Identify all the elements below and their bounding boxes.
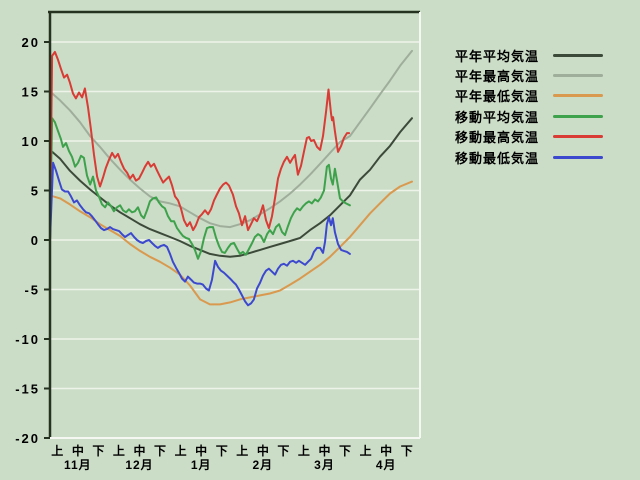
legend-item-heinen-saikou: 平年最高気温 — [455, 65, 603, 85]
x-axis-period-label: 上 — [360, 443, 372, 458]
legend-line-swatch — [553, 135, 603, 139]
legend-item-heinen-heikin: 平年平均気温 — [455, 45, 603, 65]
legend-line-swatch — [553, 155, 603, 159]
x-axis-month-label: 3月 — [314, 458, 335, 472]
x-axis-period-label: 上 — [236, 443, 248, 458]
x-axis-period-label: 中 — [195, 443, 207, 458]
x-axis-month-label: 12月 — [125, 458, 153, 472]
x-axis-period-label: 下 — [339, 444, 351, 458]
legend-line-swatch — [553, 53, 603, 57]
legend-label: 平年最低気温 — [455, 89, 540, 105]
series-平年平均気温 — [49, 117, 413, 258]
y-axis-label: -10 — [15, 332, 40, 347]
x-axis-period-label: 下 — [277, 444, 289, 458]
y-axis-label: -20 — [15, 431, 40, 446]
x-axis-period-label: 中 — [72, 443, 84, 458]
legend-item-heinen-saitei: 平年最低気温 — [455, 86, 603, 106]
series-平年最低気温 — [49, 180, 413, 306]
x-axis-period-label: 中 — [257, 443, 269, 458]
x-axis-period-label: 下 — [92, 444, 104, 458]
y-axis-label: -5 — [24, 283, 40, 298]
x-axis-period-label: 上 — [113, 443, 125, 458]
x-axis-period-label: 中 — [318, 443, 330, 458]
x-axis-period-label: 下 — [154, 444, 166, 458]
y-axis-label: 20 — [22, 35, 40, 50]
series-移動最高気温 — [49, 50, 351, 241]
legend-label: 移動最低気温 — [455, 150, 540, 166]
y-axis-label: 5 — [31, 184, 40, 199]
x-axis-period-label: 中 — [380, 443, 392, 458]
y-axis-label: 15 — [22, 85, 40, 100]
x-axis-month-label: 2月 — [252, 458, 273, 472]
legend-label: 平年最高気温 — [455, 69, 540, 85]
x-axis-period-label: 下 — [216, 444, 228, 458]
legend-line-swatch — [553, 94, 603, 98]
x-axis-month-label: 4月 — [376, 458, 397, 472]
y-axis-label: 10 — [22, 134, 40, 149]
legend-item-idou-heikin: 移動平均気温 — [455, 106, 603, 126]
x-axis-period-label: 上 — [51, 443, 63, 458]
legend-line-swatch — [553, 74, 603, 78]
x-axis-month-label: 1月 — [191, 458, 212, 472]
chart-legend: 平年平均気温 平年最高気温 平年最低気温 移動平均気温 移動最高気温 移動最低気… — [455, 45, 603, 167]
series-移動平均気温 — [49, 117, 351, 260]
x-axis-period-label: 下 — [401, 444, 413, 458]
x-axis-period-label: 上 — [298, 443, 310, 458]
series-平年最高気温 — [49, 49, 413, 241]
x-axis-month-label: 11月 — [64, 458, 92, 472]
x-axis-period-label: 中 — [133, 443, 145, 458]
y-axis-label: -15 — [15, 382, 40, 397]
y-axis-label: 0 — [31, 233, 40, 248]
legend-item-idou-saikou: 移動最高気温 — [455, 127, 603, 147]
legend-line-swatch — [553, 114, 603, 118]
legend-item-idou-saitei: 移動最低気温 — [455, 147, 603, 167]
legend-label: 移動最高気温 — [455, 130, 540, 146]
series-移動最低気温 — [49, 161, 351, 307]
x-axis-period-label: 上 — [175, 443, 187, 458]
legend-label: 平年平均気温 — [455, 48, 540, 64]
legend-label: 移動平均気温 — [455, 109, 540, 125]
